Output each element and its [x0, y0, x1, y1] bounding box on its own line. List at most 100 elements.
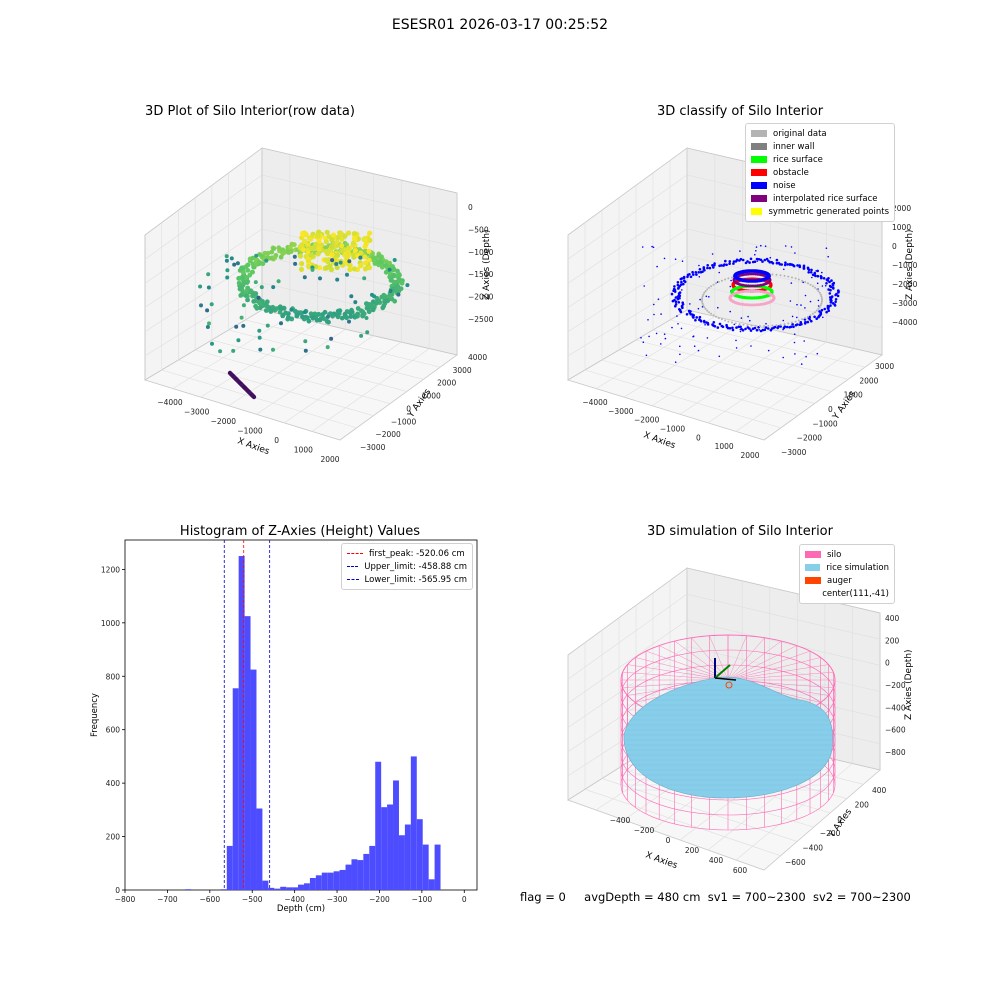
data-point — [291, 242, 297, 248]
data-point — [790, 282, 793, 284]
data-point — [797, 319, 800, 322]
data-point — [241, 281, 246, 287]
x-tick-label: −2000 — [211, 417, 237, 426]
data-point — [335, 277, 340, 282]
z-tick-label: 0 — [468, 203, 473, 212]
data-point — [250, 269, 255, 275]
data-point — [720, 279, 723, 282]
data-point — [724, 259, 727, 263]
data-point — [775, 273, 778, 276]
data-point — [299, 243, 305, 249]
data-point — [257, 328, 262, 333]
histogram-bar — [428, 879, 435, 890]
data-point — [364, 316, 369, 320]
data-point — [681, 260, 684, 263]
data-point — [245, 262, 251, 268]
data-point — [739, 328, 742, 331]
simulation-z-label: Z Axies (Depth) — [904, 649, 914, 720]
data-point — [674, 258, 677, 261]
data-point — [702, 304, 705, 307]
data-point — [383, 269, 389, 275]
x-tick-label: 400 — [709, 856, 724, 865]
data-point — [712, 266, 715, 269]
data-point — [677, 301, 681, 304]
histogram-bar — [363, 853, 370, 890]
data-point — [727, 277, 730, 280]
data-point — [681, 301, 684, 305]
data-point — [306, 264, 312, 270]
data-point — [825, 282, 828, 285]
z-tick-label: −2500 — [468, 315, 494, 324]
histogram-legend: first_peak: -520.06 cm Upper_limit: -458.… — [341, 543, 473, 590]
data-point — [704, 324, 706, 326]
data-point — [793, 333, 796, 336]
data-point — [820, 308, 824, 312]
legend-entry: Lower_limit: -565.95 cm — [347, 573, 467, 586]
data-point — [367, 230, 373, 236]
data-point — [320, 312, 325, 317]
data-point — [379, 264, 385, 270]
x-tick-label: 0 — [696, 433, 701, 442]
data-point — [259, 285, 264, 290]
data-point — [742, 323, 745, 326]
data-point — [775, 258, 779, 262]
rice-surface — [623, 676, 833, 799]
grid-line — [652, 329, 849, 380]
histogram-bar — [369, 845, 376, 890]
histogram-bar — [292, 887, 299, 890]
data-point — [352, 314, 358, 320]
data-point — [787, 322, 790, 325]
data-point — [206, 272, 211, 277]
data-point — [727, 320, 730, 323]
data-point — [822, 316, 824, 319]
histogram-bar — [280, 886, 287, 890]
data-point — [234, 324, 239, 329]
x-tick-label: 0 — [274, 436, 279, 445]
data-point — [299, 261, 305, 267]
histogram-bar — [327, 872, 334, 890]
data-point — [763, 325, 766, 327]
histogram-bar — [256, 808, 263, 890]
legend-label: original data — [773, 128, 827, 139]
data-point — [813, 315, 816, 319]
histogram-bar — [351, 859, 358, 890]
data-point — [744, 327, 747, 331]
data-point — [379, 260, 384, 265]
data-point — [750, 324, 753, 327]
histogram-bar — [410, 756, 417, 890]
data-point — [676, 283, 680, 287]
data-point — [264, 303, 270, 309]
data-point — [720, 264, 723, 267]
data-point — [775, 324, 778, 327]
data-point — [711, 264, 714, 267]
sv2-text: sv2 = 700~2300 — [812, 890, 911, 904]
data-point — [678, 308, 681, 311]
data-point — [791, 276, 793, 279]
legend-label: Upper_limit: -458.88 cm — [364, 561, 467, 572]
data-point — [828, 292, 832, 295]
data-point — [698, 315, 702, 319]
data-point — [206, 285, 211, 290]
grid-line — [601, 778, 798, 842]
data-point — [718, 355, 721, 358]
data-point — [276, 279, 281, 284]
data-point — [712, 321, 716, 324]
data-point — [787, 275, 790, 278]
data-point — [836, 294, 840, 298]
data-point — [205, 325, 210, 329]
grid-line — [144, 201, 263, 284]
grid-line — [245, 319, 441, 368]
data-point — [674, 296, 678, 299]
data-point — [310, 267, 315, 272]
x-tick-label: −600 — [200, 895, 221, 904]
data-point — [794, 252, 796, 254]
histogram-x-ticks: −800 −700 −600 −500 −400 −300 −200 −100 0 — [115, 890, 467, 904]
y-tick-label: 0 — [837, 815, 842, 824]
x-tick-label: 600 — [733, 866, 748, 875]
x-tick-label: −4000 — [157, 398, 183, 407]
data-point — [761, 260, 764, 263]
legend-swatch — [751, 208, 763, 215]
data-point — [755, 328, 759, 332]
data-point — [236, 338, 241, 343]
